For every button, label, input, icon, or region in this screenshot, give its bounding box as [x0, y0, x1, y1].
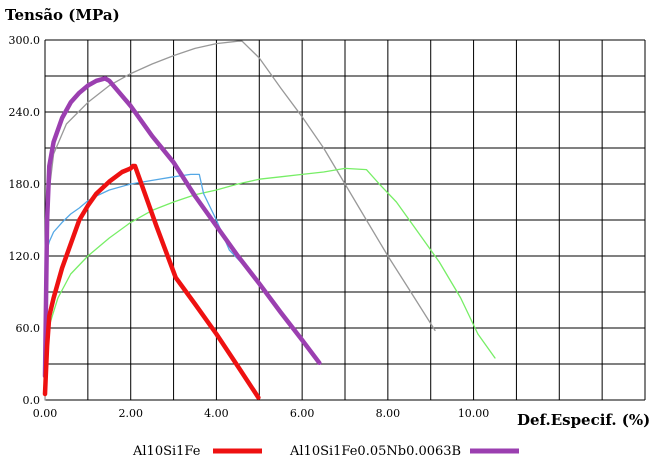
series-line-2	[44, 40, 436, 401]
series-line-3	[44, 173, 248, 293]
y-tick-label: 60.0	[16, 322, 41, 335]
y-tick-label: 180.0	[9, 178, 41, 191]
x-axis-label: Def.Especif. (%)	[517, 411, 650, 429]
y-tick-label: 120.0	[9, 250, 41, 263]
legend: Al10Si1Fe Al10Si1Fe0.05Nb0.0063B	[132, 444, 519, 459]
legend-label-al10si1fe-nb-b: Al10Si1Fe0.05Nb0.0063B	[289, 444, 461, 459]
tick-labels: 0.00 2.00 4.00 6.00 8.00 10.00 0.0 60.0 120.0 180…	[9, 34, 490, 420]
x-tick-label: 6.00	[290, 407, 315, 420]
x-tick-label: 8.00	[376, 407, 401, 420]
x-tick-label: 2.00	[118, 407, 143, 420]
x-tick-label: 10.00	[458, 407, 490, 420]
series-line-al10si1fe0-05nb0-0063b	[42, 76, 322, 379]
y-axis-label: Tensão (MPa)	[5, 6, 120, 24]
y-tick-label: 0.0	[23, 394, 41, 407]
x-tick-label: 0.00	[33, 407, 58, 420]
y-tick-label: 240.0	[9, 106, 41, 119]
y-tick-label: 300.0	[9, 34, 41, 47]
series-lines	[42, 40, 496, 401]
legend-label-al10si1fe: Al10Si1Fe	[132, 444, 201, 459]
x-tick-label: 4.00	[204, 407, 229, 420]
series-line-4	[44, 167, 496, 377]
series-line-al10si1fe	[42, 163, 261, 400]
